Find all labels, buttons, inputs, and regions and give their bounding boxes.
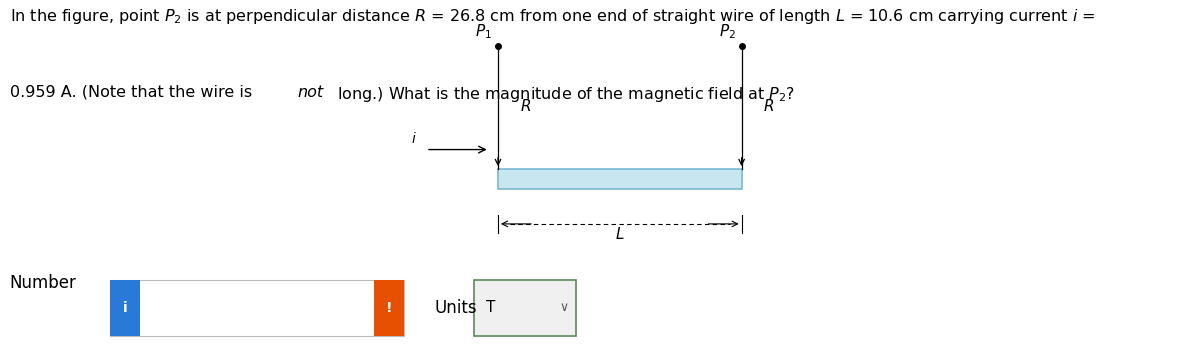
Bar	[474, 280, 576, 336]
Text: In the figure, point $P_2$ is at perpendicular distance $R$ = 26.8 cm from one e: In the figure, point $P_2$ is at perpend…	[10, 7, 1096, 26]
Text: !: !	[386, 301, 392, 315]
Text: i: i	[124, 301, 127, 315]
Text: $R$: $R$	[763, 98, 774, 114]
Text: ∨: ∨	[559, 302, 569, 314]
Text: $P_1$: $P_1$	[475, 22, 492, 41]
Text: not: not	[298, 85, 324, 100]
Bar	[498, 169, 742, 189]
Bar	[374, 280, 404, 336]
Text: $P_2$: $P_2$	[719, 22, 736, 41]
Text: Units: Units	[434, 299, 478, 317]
Bar	[110, 280, 140, 336]
Text: $i$: $i$	[410, 131, 416, 146]
Text: T: T	[486, 301, 496, 315]
Text: Number: Number	[10, 274, 77, 292]
Bar	[110, 280, 404, 336]
Text: $R$: $R$	[520, 98, 530, 114]
Text: 0.959 A. (Note that the wire is: 0.959 A. (Note that the wire is	[10, 85, 257, 100]
Text: long.) What is the magnitude of the magnetic field at $P_2$?: long.) What is the magnitude of the magn…	[332, 85, 796, 104]
Text: $L$: $L$	[616, 226, 624, 242]
